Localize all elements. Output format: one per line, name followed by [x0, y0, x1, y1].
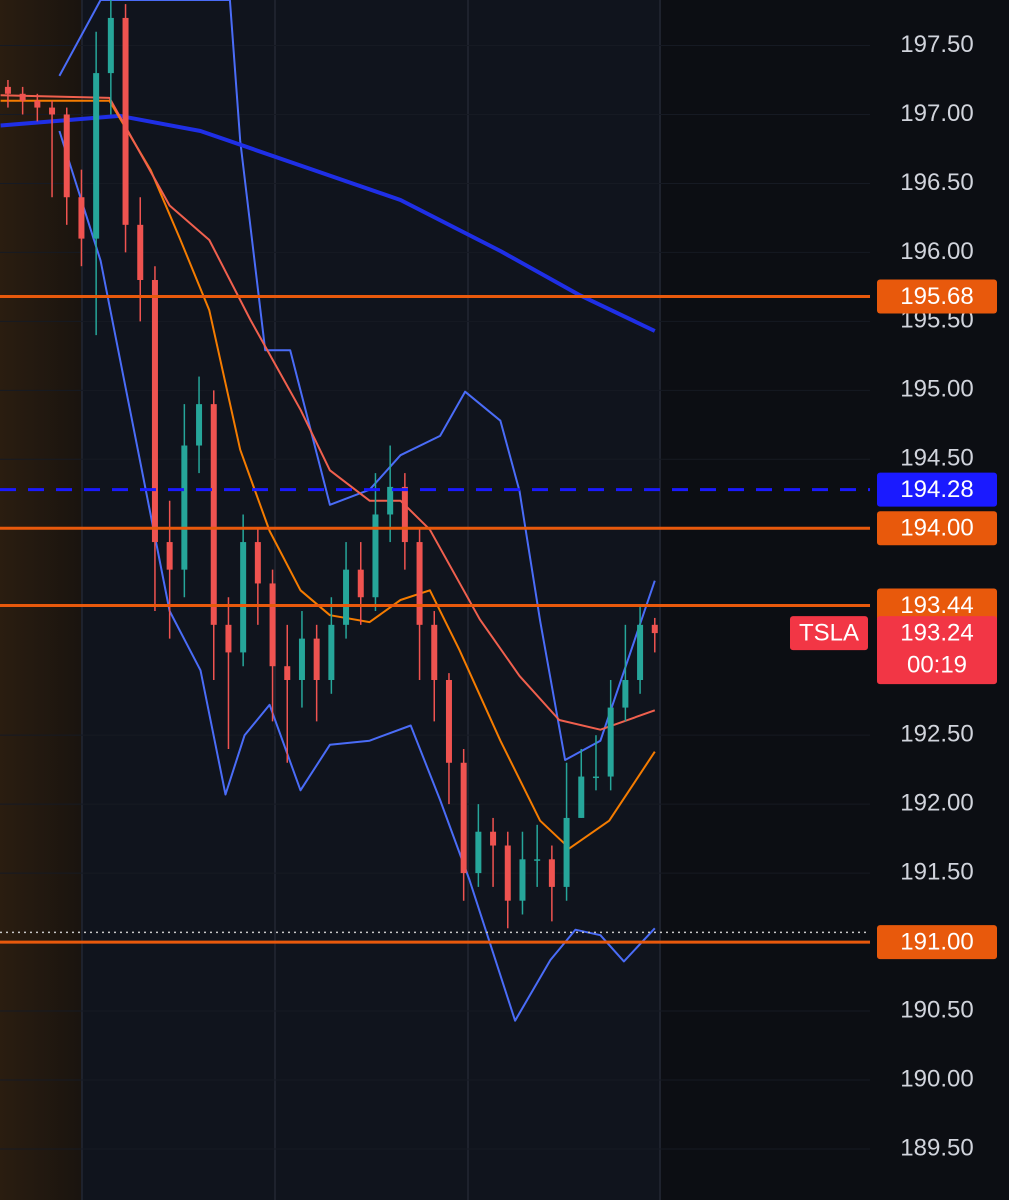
symbol-label: TSLA	[799, 619, 859, 646]
candle-body	[563, 817, 570, 887]
candle-body	[578, 776, 585, 818]
candle-body	[298, 638, 305, 680]
candle-body	[93, 73, 100, 239]
candle-body	[196, 404, 203, 446]
candle-body	[607, 707, 614, 777]
candle-body	[651, 624, 658, 634]
level-label: 195.68	[900, 283, 973, 310]
candle-body	[431, 624, 438, 680]
candle-body	[313, 638, 320, 680]
candle-body	[343, 569, 350, 625]
candle-body	[328, 624, 335, 680]
candle-body	[416, 542, 423, 625]
indicators	[0, 0, 656, 1022]
price-axis: 197.50197.00196.50196.00195.50195.00194.…	[790, 31, 997, 1161]
countdown-label: 00:19	[907, 651, 967, 678]
candle-body	[19, 93, 26, 101]
candle-body	[122, 17, 129, 225]
indicator-line	[58, 0, 656, 761]
candle-body	[637, 624, 644, 680]
candle-body	[475, 831, 482, 874]
session-shade	[0, 0, 81, 1200]
candle-body	[548, 859, 555, 887]
level-badge	[877, 925, 997, 960]
y-tick-label: 197.00	[900, 100, 973, 127]
indicator-line	[0, 94, 656, 731]
candle-body	[372, 514, 379, 598]
candle-body	[357, 569, 364, 598]
candle-body	[519, 859, 526, 901]
candle-body	[240, 542, 247, 653]
price-badge	[877, 616, 997, 685]
candle-body	[166, 542, 173, 570]
indicator-line	[58, 130, 656, 1022]
candle-body	[622, 680, 629, 708]
level-label: 194.28	[900, 476, 973, 503]
candle-body	[225, 624, 232, 653]
level-badge	[877, 472, 997, 507]
indicator-line	[0, 99, 656, 850]
y-tick-label: 197.50	[900, 31, 973, 58]
candle-body	[151, 280, 158, 543]
level-badge	[877, 511, 997, 546]
price-label: 193.24	[900, 619, 973, 646]
candle-body	[401, 486, 408, 543]
candle-body	[254, 542, 261, 584]
level-badge	[877, 279, 997, 314]
levels	[0, 295, 870, 944]
y-tick-label: 190.00	[900, 1065, 973, 1092]
candle-body	[504, 845, 511, 901]
symbol-badge	[790, 616, 868, 651]
y-tick-label: 192.50	[900, 721, 973, 748]
y-tick-label: 194.50	[900, 445, 973, 472]
level-label: 191.00	[900, 928, 973, 955]
y-tick-label: 189.50	[900, 1134, 973, 1161]
level-label: 194.00	[900, 515, 973, 542]
candle-body	[34, 100, 41, 108]
candle-body	[387, 486, 394, 515]
candle-body	[445, 680, 452, 763]
candle-body	[269, 583, 276, 667]
y-tick-label: 190.50	[900, 996, 973, 1023]
level-badge	[877, 588, 997, 623]
candle-body	[78, 197, 85, 239]
y-tick-label: 192.00	[900, 789, 973, 816]
y-tick-label: 195.00	[900, 376, 973, 403]
y-tick-label: 196.00	[900, 238, 973, 265]
candle-body	[63, 114, 70, 198]
candle-body	[592, 776, 599, 779]
indicator-line	[0, 113, 656, 333]
candle-body	[490, 831, 497, 846]
candle-body	[460, 762, 467, 874]
candle-body	[4, 86, 11, 94]
candle-body	[49, 107, 56, 115]
grid	[0, 45, 870, 1150]
level-label: 193.44	[900, 592, 973, 619]
candle-body	[534, 859, 541, 861]
plot-shade	[81, 0, 661, 1200]
y-tick-label: 191.50	[900, 858, 973, 885]
candle-body	[210, 404, 217, 625]
candle-body	[181, 445, 188, 570]
candle-body	[284, 666, 291, 680]
candle-body	[137, 224, 144, 280]
candles	[4, 0, 658, 929]
candle-body	[107, 17, 114, 74]
y-tick-label: 196.50	[900, 169, 973, 196]
